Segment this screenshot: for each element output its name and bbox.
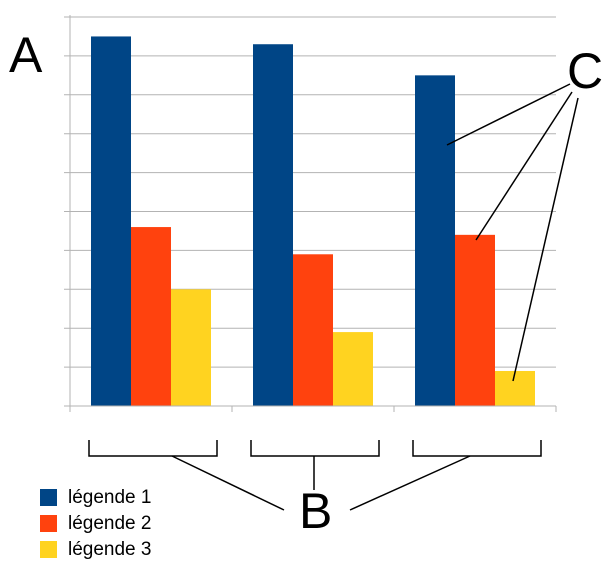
annotation-a: A (9, 27, 43, 83)
pointer-c-2 (475, 91, 573, 241)
annotation-pointers (171, 83, 579, 511)
bar-series3-cat3 (495, 370, 535, 406)
legend-label-2: légende 2 (68, 512, 152, 534)
pointer-b-1 (171, 455, 285, 511)
bar-series2-cat2 (293, 254, 333, 406)
annotation-c: C (567, 43, 604, 99)
legend-item-3: légende 3 (40, 536, 151, 562)
bar-series3-cat1 (171, 289, 211, 406)
bar-series1-cat3 (415, 75, 455, 406)
category-bracket-1 (88, 440, 218, 457)
bar-series2-cat1 (131, 227, 171, 406)
axes (69, 15, 557, 412)
pointer-c-1 (446, 83, 571, 146)
bar-series2-cat3 (455, 234, 495, 406)
bar-series1-cat1 (91, 36, 131, 406)
legend-label-3: légende 3 (68, 538, 152, 560)
legend-item-1: légende 1 (40, 484, 151, 510)
legend-swatch-1 (40, 488, 57, 506)
pointer-c-3 (512, 97, 579, 382)
category-bracket-2 (250, 440, 380, 457)
legend-swatch-2 (40, 514, 57, 532)
pointer-b-3 (349, 455, 471, 511)
category-brackets (88, 440, 542, 457)
annotation-b: B (299, 483, 333, 539)
bar-series3-cat2 (333, 332, 373, 406)
bars (91, 36, 535, 406)
legend-label-1: légende 1 (68, 486, 152, 508)
legend-item-2: légende 2 (40, 510, 151, 536)
category-bracket-3 (412, 440, 542, 457)
bar-series1-cat2 (253, 44, 293, 406)
legend-swatch-3 (40, 540, 57, 558)
legend: légende 1 légende 2 légende 3 (40, 484, 151, 562)
